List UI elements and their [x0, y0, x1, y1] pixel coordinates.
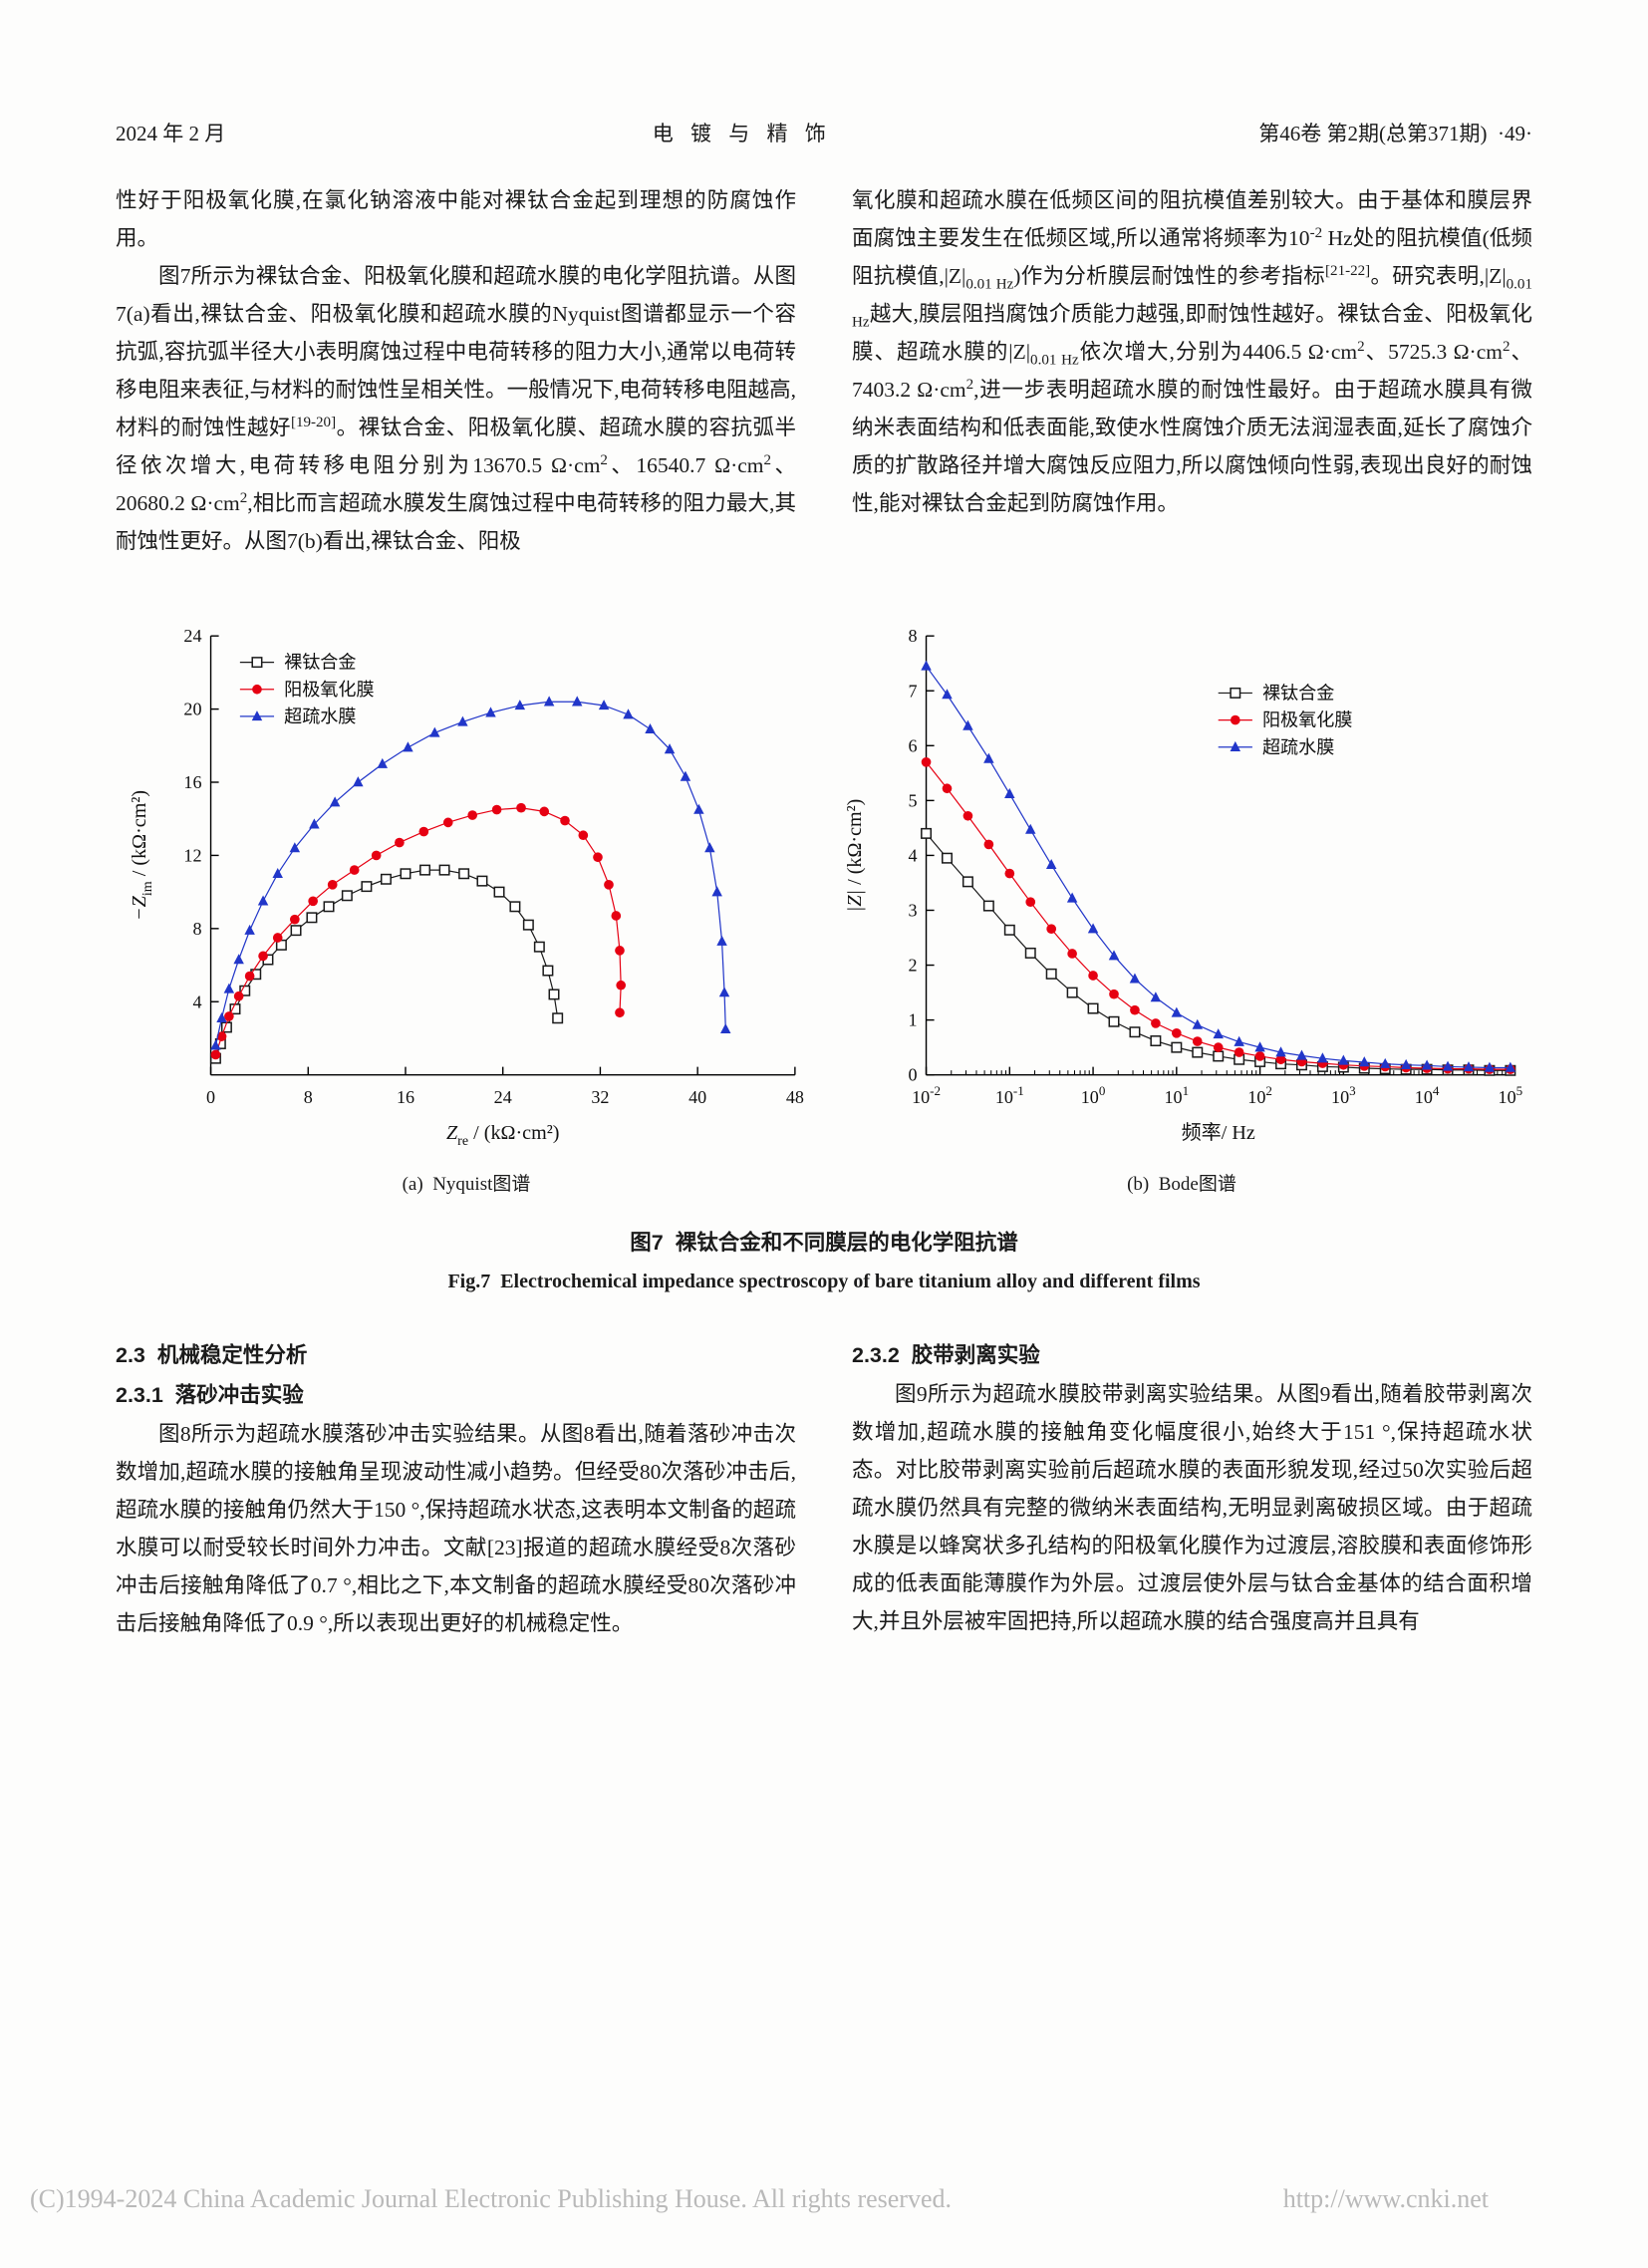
svg-text:阳极氧化膜: 阳极氧化膜	[284, 680, 374, 700]
page-footer: (C)1994-2024 China Academic Journal Elec…	[30, 2184, 1489, 2214]
svg-text:超疏水膜: 超疏水膜	[1262, 737, 1334, 757]
nyquist-chart: 0 8 16 24 32 40 48 4 8 12 16 20 24 Zre / (kΩ·cm²) −Zim…	[116, 606, 817, 1196]
page-content: 2024 年 2 月 电 镀 与 精 饰 第46卷 第2期(总第371期) ·4…	[116, 118, 1532, 1642]
svg-text:100: 100	[1081, 1083, 1106, 1107]
svg-text:10-2: 10-2	[912, 1083, 941, 1107]
svg-text:101: 101	[1165, 1083, 1190, 1107]
svg-text:超疏水膜: 超疏水膜	[284, 707, 356, 726]
footer-url: http://www.cnki.net	[1282, 2184, 1489, 2213]
section-heading-2-3-2: 2.3.2 胶带剥离实验	[852, 1343, 1040, 1368]
left-column: 性好于阳极氧化膜,在氯化钠溶液中能对裸钛合金起到理想的防腐蚀作用。 图7所示为裸…	[116, 181, 796, 560]
svg-text:1: 1	[908, 1010, 917, 1030]
svg-text:Zre / (kΩ·cm²): Zre / (kΩ·cm²)	[446, 1122, 559, 1149]
svg-text:16: 16	[183, 772, 201, 792]
svg-text:8: 8	[304, 1087, 313, 1107]
bode-chart: 10-2 10-1 100 101 102 103 104 105 0 1 2 3 4 5 6 7 8 频率/ H…	[831, 606, 1532, 1196]
svg-text:32: 32	[591, 1087, 609, 1107]
bottom-right-column: 2.3.2 胶带剥离实验 图9所示为超疏水膜胶带剥离实验结果。从图9看出,随着胶…	[852, 1335, 1532, 1642]
svg-text:24: 24	[183, 626, 201, 646]
svg-text:裸钛合金: 裸钛合金	[1262, 683, 1334, 703]
figure-caption-en: Fig.7 Electrochemical impedance spectros…	[447, 1271, 1201, 1293]
bottom-left-column: 2.3 机械稳定性分析 2.3.1 落砂冲击实验 图8所示为超疏水膜落砂冲击实验…	[116, 1335, 796, 1642]
svg-text:4: 4	[908, 845, 917, 865]
figure-row: 0 8 16 24 32 40 48 4 8 12 16 20 24 Zre / (kΩ·cm²) −Zim…	[116, 606, 1532, 1196]
svg-text:104: 104	[1415, 1083, 1440, 1107]
svg-text:8: 8	[192, 919, 201, 939]
svg-text:−Zim / (kΩ·cm²): −Zim / (kΩ·cm²)	[129, 790, 155, 921]
svg-text:20: 20	[183, 700, 201, 719]
svg-text:3: 3	[908, 901, 917, 921]
bottom-text-columns: 2.3 机械稳定性分析 2.3.1 落砂冲击实验 图8所示为超疏水膜落砂冲击实验…	[116, 1335, 1532, 1642]
svg-text:102: 102	[1247, 1083, 1272, 1107]
paragraph: 图9所示为超疏水膜胶带剥离实验结果。从图9看出,随着胶带剥离次数增加,超疏水膜的…	[852, 1382, 1532, 1634]
svg-text:8: 8	[908, 626, 917, 646]
figure-caption-cn: 图7 裸钛合金和不同膜层的电化学阻抗谱	[630, 1231, 1018, 1256]
svg-text:40: 40	[688, 1087, 706, 1107]
figure-7: 0 8 16 24 32 40 48 4 8 12 16 20 24 Zre / (kΩ·cm²) −Zim…	[116, 606, 1532, 1293]
svg-text:16: 16	[397, 1087, 414, 1107]
svg-text:6: 6	[908, 735, 917, 755]
subcaption-b: (b) Bode图谱	[1127, 1174, 1236, 1196]
page-header: 2024 年 2 月 电 镀 与 精 饰 第46卷 第2期(总第371期) ·4…	[116, 118, 1532, 147]
svg-text:103: 103	[1331, 1083, 1356, 1107]
svg-text:5: 5	[908, 790, 917, 810]
right-column: 氧化膜和超疏水膜在低频区间的阻抗模值差别较大。由于基体和膜层界面腐蚀主要发生在低…	[852, 181, 1532, 560]
paragraph: 图8所示为超疏水膜落砂冲击实验结果。从图8看出,随着落砂冲击次数增加,超疏水膜的…	[116, 1422, 796, 1636]
paragraph: 性好于阳极氧化膜,在氯化钠溶液中能对裸钛合金起到理想的防腐蚀作用。	[116, 188, 796, 250]
svg-text:阳极氧化膜: 阳极氧化膜	[1262, 710, 1352, 730]
svg-text:12: 12	[183, 845, 201, 865]
svg-text:2: 2	[908, 956, 917, 976]
section-heading-2-3: 2.3 机械稳定性分析	[116, 1343, 308, 1368]
svg-text:|Z| / (kΩ·cm²): |Z| / (kΩ·cm²)	[844, 799, 866, 913]
section-heading-2-3-1: 2.3.1 落砂冲击实验	[116, 1383, 304, 1408]
svg-text:频率/ Hz: 频率/ Hz	[1182, 1121, 1255, 1144]
svg-text:裸钛合金: 裸钛合金	[284, 653, 356, 673]
subcaption-a: (a) Nyquist图谱	[402, 1174, 531, 1196]
svg-text:7: 7	[908, 681, 917, 701]
svg-text:0: 0	[908, 1065, 917, 1085]
svg-text:4: 4	[192, 992, 201, 1011]
svg-text:0: 0	[206, 1087, 215, 1107]
svg-text:24: 24	[494, 1087, 512, 1107]
issue-info: 第46卷 第2期(总第371期) ·49·	[1258, 122, 1532, 145]
svg-text:10-1: 10-1	[995, 1083, 1024, 1107]
svg-text:48: 48	[786, 1087, 804, 1107]
svg-text:105: 105	[1499, 1083, 1523, 1107]
top-text-columns: 性好于阳极氧化膜,在氯化钠溶液中能对裸钛合金起到理想的防腐蚀作用。 图7所示为裸…	[116, 181, 1532, 560]
paragraph: 图7所示为裸钛合金、阳极氧化膜和超疏水膜的电化学阻抗谱。从图7(a)看出,裸钛合…	[116, 264, 796, 553]
paragraph: 氧化膜和超疏水膜在低频区间的阻抗模值差别较大。由于基体和膜层界面腐蚀主要发生在低…	[852, 188, 1533, 515]
copyright-text: (C)1994-2024 China Academic Journal Elec…	[30, 2184, 952, 2213]
header-date: 2024 年 2 月	[116, 122, 226, 145]
journal-title: 电 镀 与 精 饰	[652, 122, 832, 145]
